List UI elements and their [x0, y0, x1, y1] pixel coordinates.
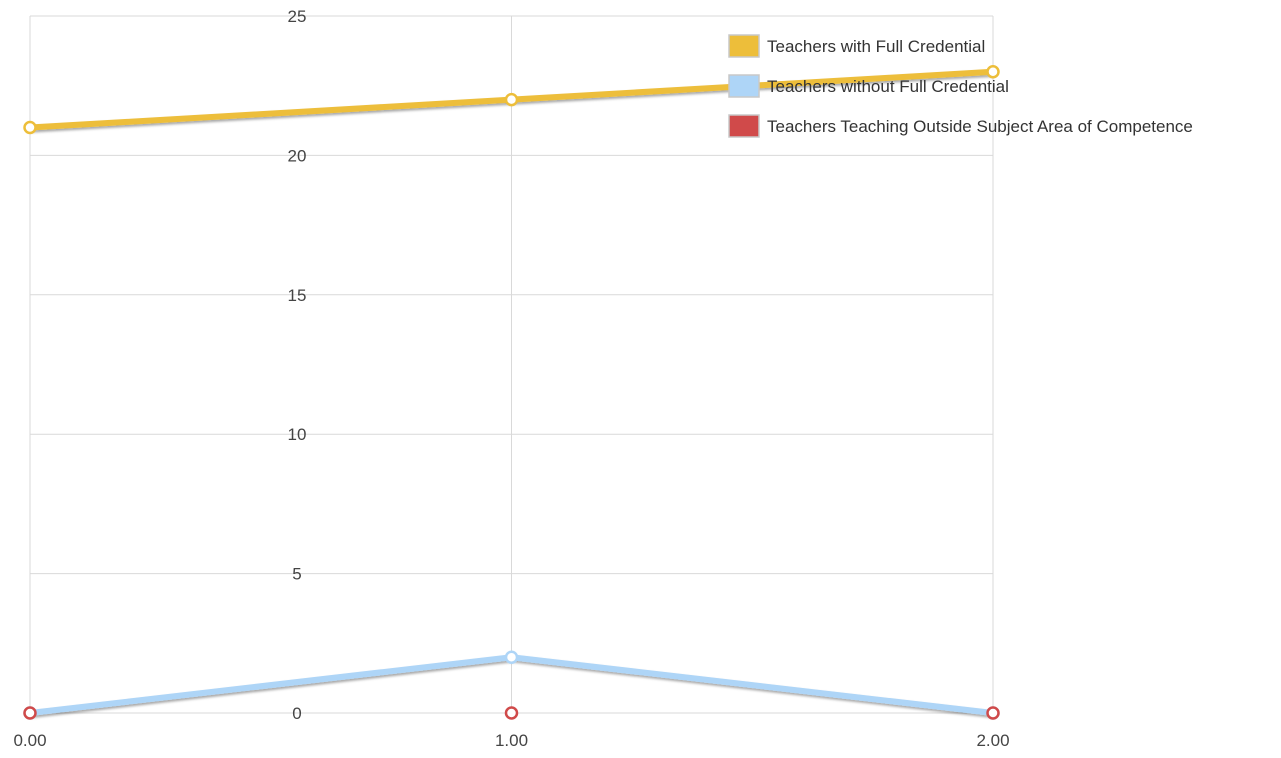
- legend-swatch: [728, 114, 760, 138]
- series-lines: [23, 65, 1000, 720]
- legend-label: Teachers without Full Credential: [767, 77, 1009, 96]
- x-tick-label: 2.00: [976, 731, 1009, 750]
- y-tick-label: 5: [292, 565, 301, 584]
- y-tick-label: 20: [288, 146, 307, 165]
- data-point[interactable]: [504, 706, 519, 720]
- series-1: [23, 65, 1000, 135]
- legend-item[interactable]: Teachers with Full Credential: [728, 34, 985, 58]
- legend-label: Teachers with Full Credential: [767, 37, 985, 56]
- legend-item[interactable]: Teachers Teaching Outside Subject Area o…: [728, 114, 1193, 138]
- y-tick-label: 10: [288, 425, 307, 444]
- y-tick-label: 0: [292, 704, 301, 723]
- y-tick-label: 15: [288, 286, 307, 305]
- legend-swatch: [728, 74, 760, 98]
- data-point[interactable]: [986, 65, 1000, 79]
- x-tick-label: 0.00: [13, 731, 46, 750]
- data-point[interactable]: [23, 120, 37, 135]
- legend-item[interactable]: Teachers without Full Credential: [728, 74, 1009, 98]
- legend[interactable]: Teachers with Full Credential Teachers wi…: [728, 34, 1193, 138]
- data-point[interactable]: [23, 706, 37, 720]
- axis-ticks: 0 5 10 15 20 25 0.00 1.00 2.00: [13, 7, 1009, 750]
- series-3: [23, 706, 1000, 720]
- data-point[interactable]: [986, 706, 1000, 720]
- x-tick-label: 1.00: [495, 731, 528, 750]
- data-point[interactable]: [504, 92, 519, 107]
- y-tick-label: 25: [288, 7, 307, 26]
- legend-swatch: [728, 34, 760, 58]
- data-point[interactable]: [504, 650, 519, 664]
- legend-label: Teachers Teaching Outside Subject Area o…: [767, 117, 1193, 136]
